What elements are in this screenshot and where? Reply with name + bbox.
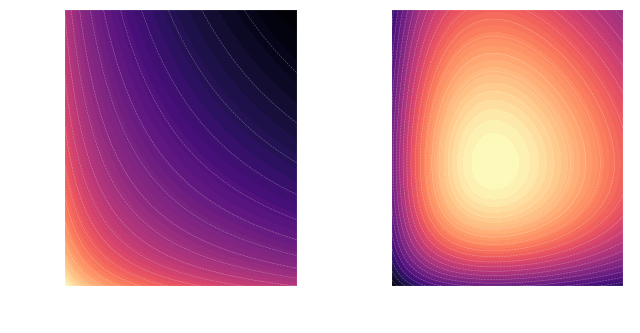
Y-axis label: $e_2$: $e_2$ [4, 133, 20, 148]
X-axis label: $e_1$: $e_1$ [173, 314, 188, 329]
X-axis label: $e_1$: $e_1$ [499, 314, 515, 329]
Y-axis label: $e_2$: $e_2$ [330, 133, 346, 148]
